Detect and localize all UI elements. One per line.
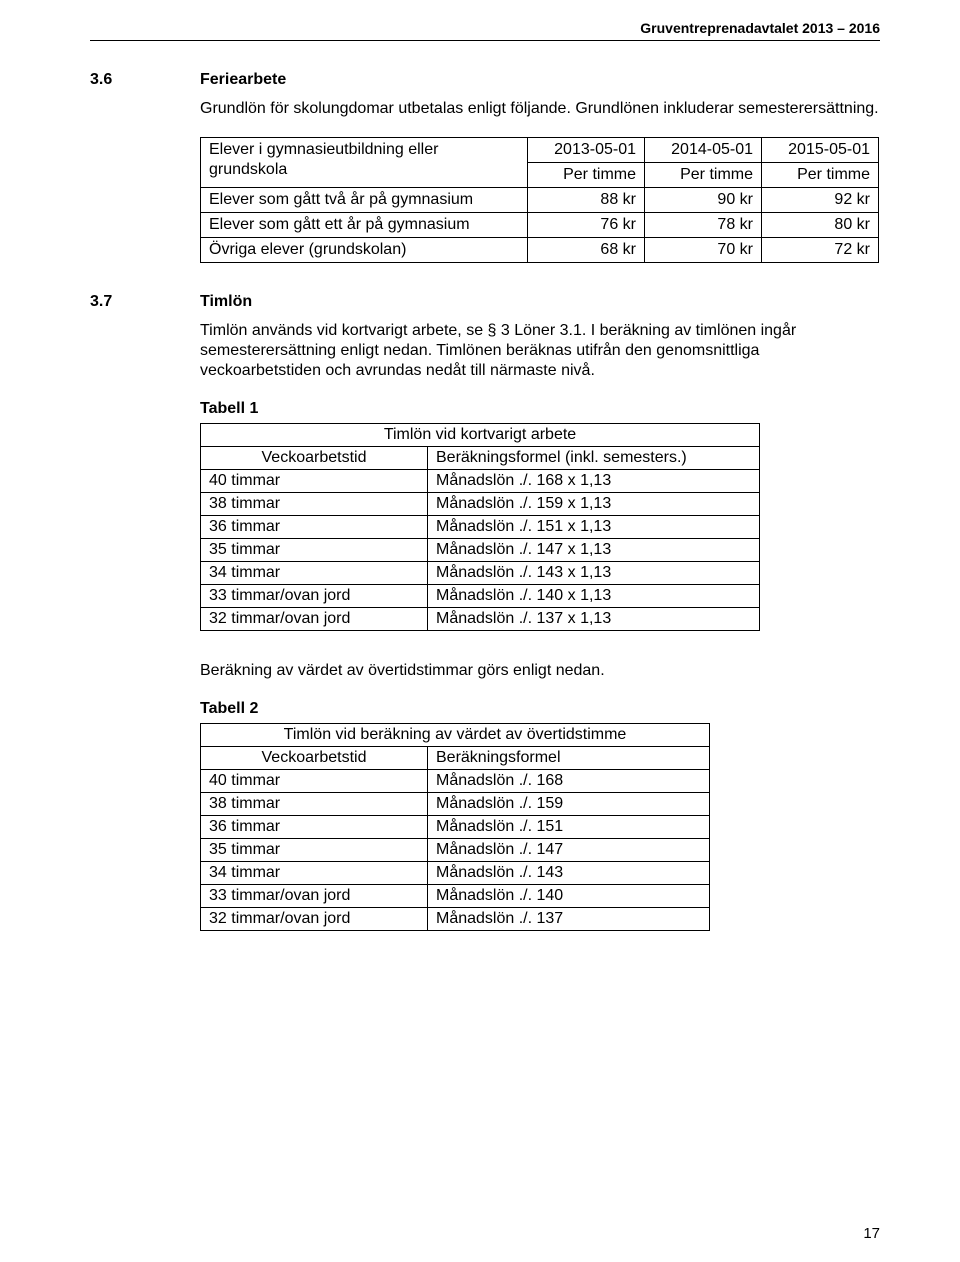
table-cell: 35 timmar bbox=[201, 539, 428, 562]
table-row: Timlön vid kortvarigt arbete bbox=[201, 424, 760, 447]
table-cell: 2013-05-01 bbox=[528, 138, 645, 163]
table-row: 35 timmarMånadslön ./. 147 bbox=[201, 839, 710, 862]
table-row: Veckoarbetstid Beräkningsformel (inkl. s… bbox=[201, 447, 760, 470]
table-cell: Månadslön ./. 159 x 1,13 bbox=[428, 493, 760, 516]
table-cell: Månadslön ./. 159 bbox=[428, 793, 710, 816]
table-cell: 2015-05-01 bbox=[762, 138, 879, 163]
section-3-7-title: Timlön bbox=[200, 293, 252, 311]
table-cell: Månadslön ./. 147 x 1,13 bbox=[428, 539, 760, 562]
table-cell: 34 timmar bbox=[201, 862, 428, 885]
table-cell: Per timme bbox=[528, 163, 645, 188]
table-row: Övriga elever (grundskolan) 68 kr 70 kr … bbox=[201, 238, 879, 263]
feriearbete-table: Elever i gymnasieutbildning eller grunds… bbox=[200, 137, 879, 263]
table-cell: Övriga elever (grundskolan) bbox=[201, 238, 528, 263]
table-cell: Månadslön ./. 140 x 1,13 bbox=[428, 585, 760, 608]
table-cell: Månadslön ./. 137 x 1,13 bbox=[428, 608, 760, 631]
table-cell: 72 kr bbox=[762, 238, 879, 263]
table-cell: 2014-05-01 bbox=[645, 138, 762, 163]
section-3-7-heading: 3.7 Timlön bbox=[90, 293, 880, 311]
table-cell: 40 timmar bbox=[201, 770, 428, 793]
tabell-2-heading: Tabell 2 bbox=[200, 699, 880, 719]
table-row: Elever som gått ett år på gymnasium 76 k… bbox=[201, 213, 879, 238]
section-3-6-heading: 3.6 Feriearbete bbox=[90, 71, 880, 89]
table-row: 38 timmarMånadslön ./. 159 x 1,13 bbox=[201, 493, 760, 516]
table-row: 32 timmar/ovan jordMånadslön ./. 137 bbox=[201, 908, 710, 931]
table-cell: Beräkningsformel (inkl. semesters.) bbox=[428, 447, 760, 470]
table-row: 36 timmarMånadslön ./. 151 x 1,13 bbox=[201, 516, 760, 539]
table-cell: Per timme bbox=[645, 163, 762, 188]
table-row: 34 timmarMånadslön ./. 143 bbox=[201, 862, 710, 885]
table-cell: 38 timmar bbox=[201, 793, 428, 816]
table-cell: Månadslön ./. 137 bbox=[428, 908, 710, 931]
tabell-1-table: Timlön vid kortvarigt arbete Veckoarbets… bbox=[200, 423, 760, 631]
table-row: Timlön vid beräkning av värdet av överti… bbox=[201, 724, 710, 747]
section-3-6-intro: Grundlön för skolungdomar utbetalas enli… bbox=[200, 99, 880, 119]
table-cell: 32 timmar/ovan jord bbox=[201, 608, 428, 631]
table-cell: 36 timmar bbox=[201, 516, 428, 539]
section-3-7-number: 3.7 bbox=[90, 293, 200, 311]
table-cell: 40 timmar bbox=[201, 470, 428, 493]
section-3-6-body: Grundlön för skolungdomar utbetalas enli… bbox=[200, 99, 880, 263]
table-cell: Veckoarbetstid bbox=[201, 447, 428, 470]
table-cell: 90 kr bbox=[645, 188, 762, 213]
section-3-7-midpara: Beräkning av värdet av övertidstimmar gö… bbox=[200, 661, 880, 681]
section-3-7-body: Timlön används vid kortvarigt arbete, se… bbox=[200, 321, 880, 931]
table-cell: 36 timmar bbox=[201, 816, 428, 839]
table-caption: Timlön vid kortvarigt arbete bbox=[201, 424, 760, 447]
table-cell: 38 timmar bbox=[201, 493, 428, 516]
table-cell: 78 kr bbox=[645, 213, 762, 238]
table-cell: 35 timmar bbox=[201, 839, 428, 862]
table-cell: Elever som gått två år på gymnasium bbox=[201, 188, 528, 213]
table-row: Elever som gått två år på gymnasium 88 k… bbox=[201, 188, 879, 213]
table-row: 36 timmarMånadslön ./. 151 bbox=[201, 816, 710, 839]
table-cell: 76 kr bbox=[528, 213, 645, 238]
table-cell: Månadslön ./. 168 x 1,13 bbox=[428, 470, 760, 493]
table-cell: 33 timmar/ovan jord bbox=[201, 885, 428, 908]
table-cell: Beräkningsformel bbox=[428, 747, 710, 770]
table-row: 35 timmarMånadslön ./. 147 x 1,13 bbox=[201, 539, 760, 562]
tabell-1-heading: Tabell 1 bbox=[200, 399, 880, 419]
table-cell: Elever i gymnasieutbildning eller grunds… bbox=[201, 138, 528, 188]
header-rule bbox=[90, 40, 880, 41]
table-row: 33 timmar/ovan jordMånadslön ./. 140 x 1… bbox=[201, 585, 760, 608]
table-row: Elever i gymnasieutbildning eller grunds… bbox=[201, 138, 879, 163]
table-row: 40 timmarMånadslön ./. 168 bbox=[201, 770, 710, 793]
section-3-6-number: 3.6 bbox=[90, 71, 200, 89]
table-row: 34 timmarMånadslön ./. 143 x 1,13 bbox=[201, 562, 760, 585]
table-cell: Månadslön ./. 147 bbox=[428, 839, 710, 862]
table-cell: 92 kr bbox=[762, 188, 879, 213]
table-row: Veckoarbetstid Beräkningsformel bbox=[201, 747, 710, 770]
table-cell: 80 kr bbox=[762, 213, 879, 238]
table-row: 40 timmarMånadslön ./. 168 x 1,13 bbox=[201, 470, 760, 493]
table-row: 33 timmar/ovan jordMånadslön ./. 140 bbox=[201, 885, 710, 908]
table-cell: Månadslön ./. 151 bbox=[428, 816, 710, 839]
page: Gruventreprenadavtalet 2013 – 2016 3.6 F… bbox=[0, 0, 960, 1262]
table-cell: Per timme bbox=[762, 163, 879, 188]
table-cell: Månadslön ./. 143 x 1,13 bbox=[428, 562, 760, 585]
table-cell: 34 timmar bbox=[201, 562, 428, 585]
table-cell: Månadslön ./. 168 bbox=[428, 770, 710, 793]
table-cell: Månadslön ./. 140 bbox=[428, 885, 710, 908]
table-row: 32 timmar/ovan jordMånadslön ./. 137 x 1… bbox=[201, 608, 760, 631]
table-cell: Elever som gått ett år på gymnasium bbox=[201, 213, 528, 238]
table-caption: Timlön vid beräkning av värdet av överti… bbox=[201, 724, 710, 747]
table-row: 38 timmarMånadslön ./. 159 bbox=[201, 793, 710, 816]
table-cell: 68 kr bbox=[528, 238, 645, 263]
section-3-6-title: Feriearbete bbox=[200, 71, 286, 89]
table-cell: Månadslön ./. 151 x 1,13 bbox=[428, 516, 760, 539]
tabell-2-table: Timlön vid beräkning av värdet av överti… bbox=[200, 723, 710, 931]
table-cell: 88 kr bbox=[528, 188, 645, 213]
table-cell: 70 kr bbox=[645, 238, 762, 263]
section-3-7-para: Timlön används vid kortvarigt arbete, se… bbox=[200, 321, 880, 381]
table-cell: 32 timmar/ovan jord bbox=[201, 908, 428, 931]
table-cell: Veckoarbetstid bbox=[201, 747, 428, 770]
page-number: 17 bbox=[863, 1225, 880, 1242]
doc-header-title: Gruventreprenadavtalet 2013 – 2016 bbox=[90, 20, 880, 40]
table-cell: Månadslön ./. 143 bbox=[428, 862, 710, 885]
table-cell: 33 timmar/ovan jord bbox=[201, 585, 428, 608]
